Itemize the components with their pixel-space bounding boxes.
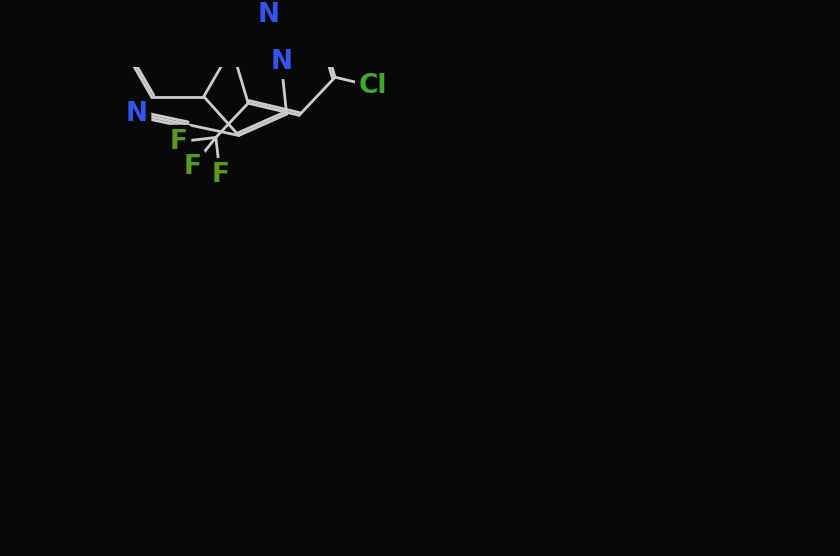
Text: F: F xyxy=(170,129,187,155)
Text: N: N xyxy=(125,101,147,127)
Text: Cl: Cl xyxy=(359,73,387,100)
Text: F: F xyxy=(183,154,202,180)
Text: N: N xyxy=(125,101,147,127)
Text: F: F xyxy=(211,162,229,188)
Text: F: F xyxy=(170,129,187,155)
Text: N: N xyxy=(270,49,292,75)
Text: N: N xyxy=(258,2,280,28)
Text: F: F xyxy=(183,154,202,180)
Text: Cl: Cl xyxy=(359,73,387,100)
Text: N: N xyxy=(258,2,280,28)
Text: N: N xyxy=(270,49,292,75)
Text: F: F xyxy=(211,162,229,188)
